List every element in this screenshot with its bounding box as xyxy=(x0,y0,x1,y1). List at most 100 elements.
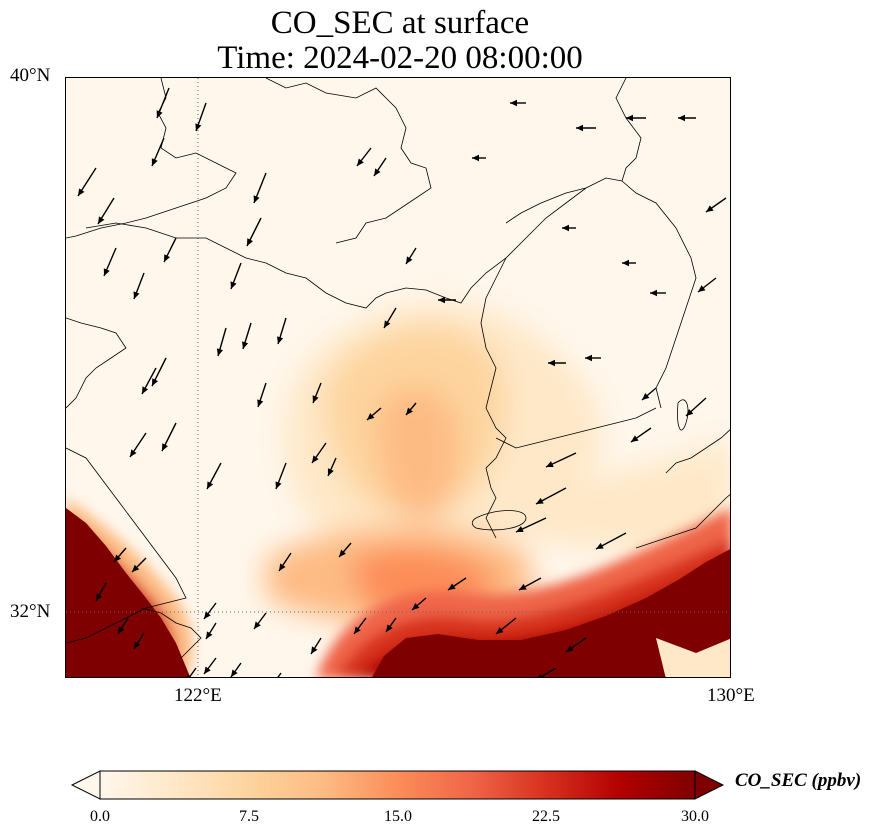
colorbar-gradient xyxy=(99,770,696,800)
wind-arrow-head xyxy=(596,542,604,549)
wind-arrow-head xyxy=(242,341,249,349)
wind-arrow-head xyxy=(279,563,286,571)
wind-arrow-head xyxy=(374,168,381,176)
wind-arrow-head xyxy=(536,497,544,504)
wind-arrow-head xyxy=(622,259,629,267)
coastline-japan xyxy=(665,429,730,474)
wind-arrow-head xyxy=(626,114,633,122)
coastline-yangtze xyxy=(140,607,202,659)
wind-arrow-head xyxy=(496,627,504,634)
wind-arrow-head xyxy=(98,216,105,224)
wind-arrow-head xyxy=(327,468,334,476)
wind-arrow-head xyxy=(231,669,238,677)
colorbar-tick-label: 30.0 xyxy=(681,808,709,825)
wind-arrow-head xyxy=(130,449,137,457)
wind-arrow-shaft xyxy=(539,667,557,677)
coastline-jeju xyxy=(471,510,527,531)
wind-arrow-head xyxy=(156,110,163,118)
wind-arrow-head xyxy=(118,626,125,634)
wind-arrow-head xyxy=(103,268,110,276)
coastline-kyushu xyxy=(635,494,730,549)
wind-arrow-head xyxy=(253,195,260,203)
coastline-korea-south xyxy=(495,407,657,449)
wind-arrow-head xyxy=(254,621,261,629)
wind-arrow-head xyxy=(406,407,413,415)
wind-arrow-head xyxy=(384,320,391,328)
wind-arrow-head xyxy=(438,296,445,304)
wind-arrow-head xyxy=(78,188,85,196)
wind-arrow-head xyxy=(164,254,170,262)
wind-arrow-head xyxy=(152,378,158,386)
lat-tick-label-40n: 40°N xyxy=(10,65,51,86)
wind-arrow-head xyxy=(367,413,375,420)
wind-arrow-head xyxy=(312,395,319,403)
wind-arrow-head xyxy=(357,158,364,166)
wind-arrow-head xyxy=(406,256,413,264)
wind-arrow-head xyxy=(311,646,318,654)
coastline-tsushima xyxy=(677,399,689,431)
saturated-region xyxy=(66,508,730,677)
colorbar-tick-label: 0.0 xyxy=(90,808,110,825)
coastline-shandong xyxy=(85,177,623,309)
coastline-korea-west xyxy=(480,257,507,539)
wind-arrow-head xyxy=(132,564,140,572)
coastline-southwest xyxy=(66,447,187,644)
lon-tick-label-122e: 122°E xyxy=(174,685,222,706)
wind-arrow-head xyxy=(339,549,346,557)
map-panel xyxy=(65,77,731,678)
wind-arrow-head xyxy=(207,481,214,489)
colorbar xyxy=(70,770,725,800)
wind-arrow-head xyxy=(277,336,284,344)
wind-arrow-head xyxy=(678,114,685,122)
wind-arrow-head xyxy=(576,124,583,132)
wind-arrow-shaft xyxy=(188,667,197,677)
wind-arrow-shaft xyxy=(277,672,282,677)
colorbar-min-extend xyxy=(70,770,101,800)
wind-arrow-head xyxy=(354,626,361,634)
map-title: CO_SEC at surface xyxy=(270,5,530,41)
colorbar-tick-label: 15.0 xyxy=(384,808,412,825)
map-time-subtitle: Time: 2024-02-20 08:00:00 xyxy=(217,40,583,76)
wind-arrow-head xyxy=(546,461,554,467)
wind-arrow-head xyxy=(516,526,524,532)
wind-arrow-head xyxy=(216,348,223,356)
wind-arrow-head xyxy=(472,154,479,162)
wind-arrow-head xyxy=(510,99,517,107)
wind-arrow-head xyxy=(519,583,527,590)
colorbar-label: CO_SEC (ppbv) xyxy=(735,770,862,791)
wind-arrow-head xyxy=(204,666,211,674)
coastline-korea-east-peninsula xyxy=(621,180,697,409)
wind-arrow-head xyxy=(142,386,149,394)
wind-arrow-head xyxy=(257,399,264,407)
coastline-west xyxy=(66,317,127,409)
wind-arrow-head xyxy=(247,238,253,246)
wind-arrow-head xyxy=(151,158,158,166)
coastline-korea-east xyxy=(615,78,642,182)
wind-arrow-head xyxy=(706,205,714,212)
wind-arrow-head xyxy=(114,554,121,562)
wind-arrow-head xyxy=(195,123,202,131)
wind-arrow-head xyxy=(566,645,574,652)
colorbar-max-extend xyxy=(694,770,725,800)
wind-arrow-head xyxy=(186,674,192,677)
wind-arrow-head xyxy=(275,481,282,489)
wind-arrow-head xyxy=(386,624,393,632)
wind-arrow-head xyxy=(448,583,456,590)
concentration-map xyxy=(66,78,730,677)
coastline-dmz-border xyxy=(505,187,587,224)
wind-arrow-head xyxy=(538,673,543,677)
coastline-liaodong xyxy=(66,78,237,239)
wind-arrow-head xyxy=(204,611,211,619)
wind-arrow-head xyxy=(230,281,237,289)
wind-arrow-head xyxy=(650,289,657,297)
wind-arrow-head xyxy=(412,603,420,610)
lat-tick-label-32n: 32°N xyxy=(10,601,51,622)
coastlines xyxy=(66,78,730,659)
wind-arrow-head xyxy=(162,443,168,451)
colorbar-tick-label: 7.5 xyxy=(239,808,259,825)
wind-arrow-head xyxy=(312,455,319,463)
wind-arrow-head xyxy=(642,393,650,400)
wind-arrow-head xyxy=(206,631,213,639)
wind-arrow-head xyxy=(548,359,555,367)
wind-arrow-head xyxy=(133,291,140,299)
